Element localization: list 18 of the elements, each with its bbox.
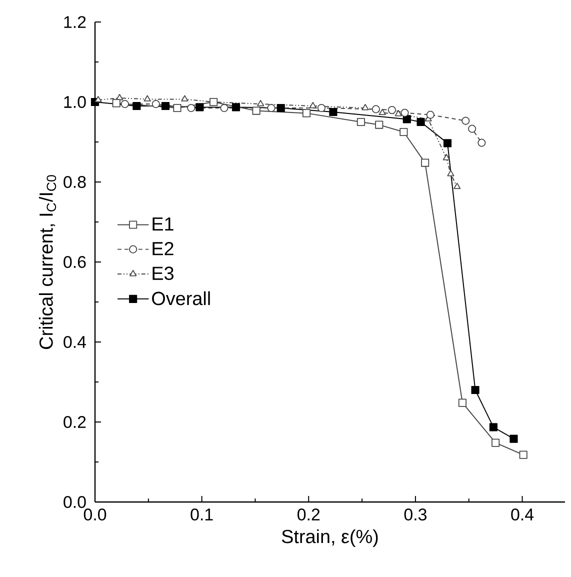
y-tick-label: 0.4 <box>64 336 86 348</box>
x-tick-label: 0.1 <box>190 508 213 521</box>
y-axis-title: Critical current, I$_{C}$/I$_{C0}$ <box>38 175 56 349</box>
x-tick-label: 0.2 <box>298 508 320 521</box>
x-tick-label: 0.3 <box>404 508 426 521</box>
legend-label: E1 <box>152 217 174 230</box>
y-tick-label: 0.8 <box>64 176 86 188</box>
y-tick-label: 1.0 <box>64 96 86 108</box>
x-axis-title: Strain, ε(%) <box>282 529 378 547</box>
legend-label: E2 <box>152 242 174 256</box>
y-tick-label: 0.0 <box>64 496 86 508</box>
y-tick-label: 0.6 <box>64 256 86 268</box>
y-tick-label: 0.2 <box>64 416 86 428</box>
x-tick-label: 0.0 <box>84 508 106 521</box>
y-tick-label: 1.2 <box>64 16 86 28</box>
legend-label: E3 <box>152 266 174 280</box>
x-tick-label: 0.4 <box>511 508 534 521</box>
legend-label: Overall <box>152 291 210 306</box>
